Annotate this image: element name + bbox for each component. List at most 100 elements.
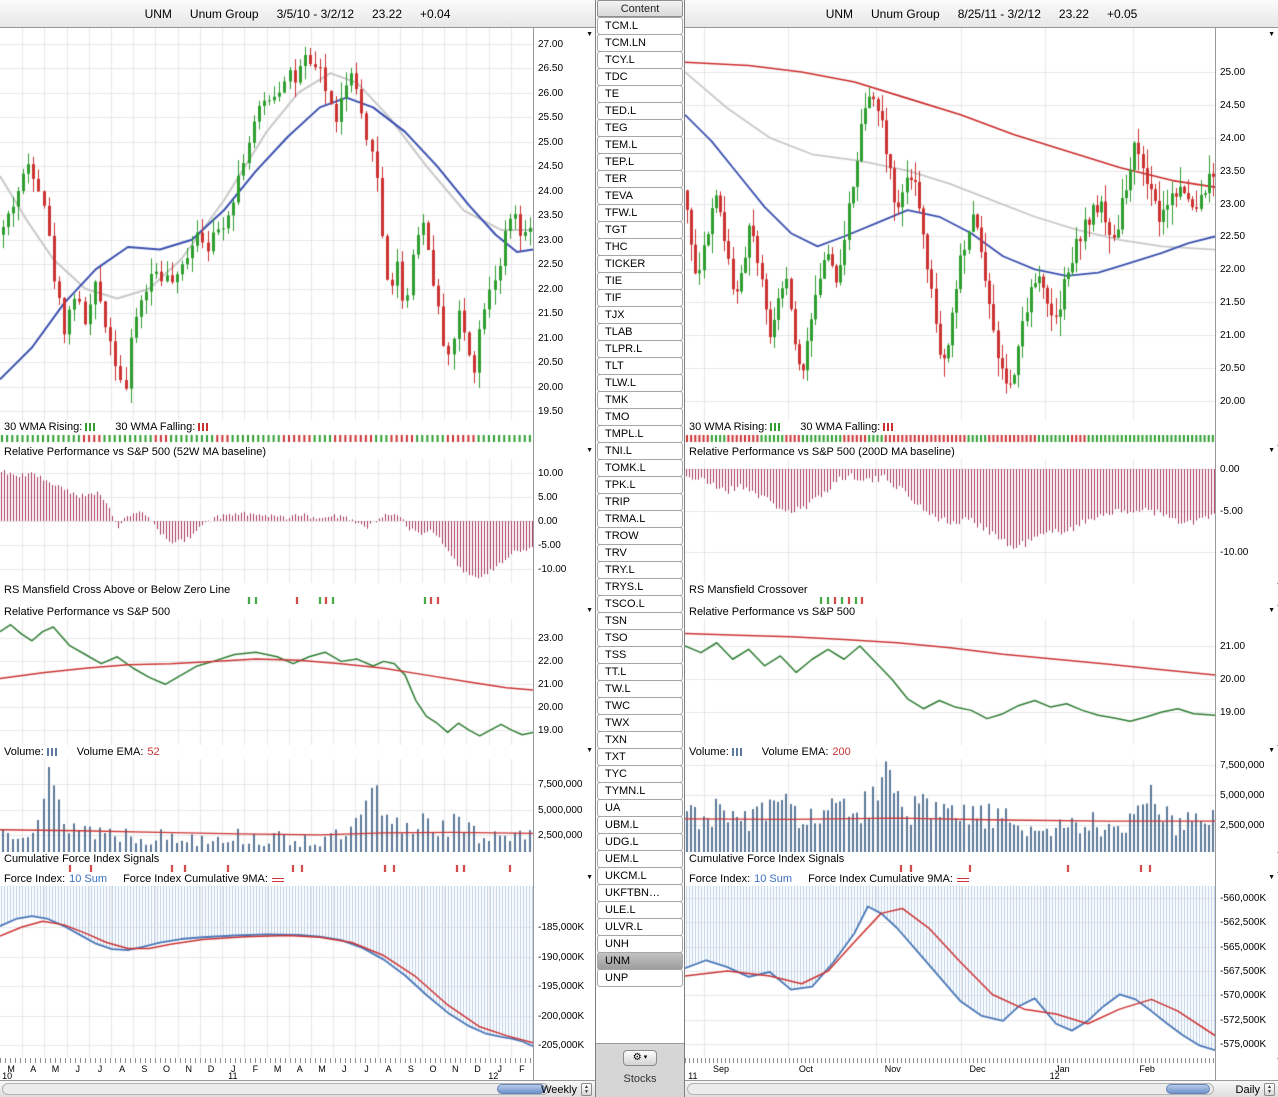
ticker-list-item[interactable]: TMPL.L (597, 425, 683, 443)
ticker-list-item[interactable]: TED.L (597, 102, 683, 120)
ticker-list-item[interactable]: TEG (597, 119, 683, 137)
ticker-list-item[interactable]: UBM.L (597, 816, 683, 834)
right-relperf-line-chart[interactable] (685, 619, 1215, 745)
ticker-list-item[interactable]: TYMN.L (597, 782, 683, 800)
scrollbar-thumb[interactable] (1166, 1084, 1210, 1094)
ticker-list-item[interactable]: TEP.L (597, 153, 683, 171)
right-price-chart[interactable] (685, 28, 1215, 420)
gear-button[interactable]: ⚙ ▾ (623, 1050, 657, 1066)
ticker-list-item[interactable]: TW.L (597, 680, 683, 698)
ticker-list-item[interactable]: TGT (597, 221, 683, 239)
ticker-list-item[interactable]: TCM.L (597, 17, 683, 35)
ticker-list-item[interactable]: TWX (597, 714, 683, 732)
ticker-list-item[interactable]: THC (597, 238, 683, 256)
axis-label: 22.00 (1220, 264, 1246, 276)
ticker-list-item[interactable]: UDG.L (597, 833, 683, 851)
ticker-list-item[interactable]: TWC (597, 697, 683, 715)
ticker-list-item[interactable]: TXT (597, 748, 683, 766)
panel-disclosure-icon[interactable]: ▼ (1268, 874, 1275, 881)
ticker-list-item[interactable]: TIF (597, 289, 683, 307)
ticker-list-item[interactable]: TROW (597, 527, 683, 545)
ticker-list-item[interactable]: UKFTBN… (597, 884, 683, 902)
period-stepper[interactable]: ▲ ▼ (1264, 1083, 1275, 1096)
ticker-list-item[interactable]: TYC (597, 765, 683, 783)
ticker-list-item[interactable]: TRYS.L (597, 578, 683, 596)
ticker-list-item[interactable]: TSO (597, 629, 683, 647)
list-column-header[interactable]: Content (597, 0, 683, 17)
panel-disclosure-icon[interactable]: ▼ (1268, 447, 1275, 454)
ticker-list-item[interactable]: UA (597, 799, 683, 817)
ticker-list-item[interactable]: ULVR.L (597, 918, 683, 936)
ticker-list-item[interactable]: TMO (597, 408, 683, 426)
ticker-list-item[interactable]: TOMK.L (597, 459, 683, 477)
ticker-list-item[interactable]: TDC (597, 68, 683, 86)
ticker-list-item[interactable]: TRMA.L (597, 510, 683, 528)
left-relperf-histogram-chart[interactable] (0, 459, 533, 583)
stepper-up-icon[interactable]: ▲ (584, 1083, 589, 1090)
ticker-list-item[interactable]: TRIP (597, 493, 683, 511)
ticker-list-item[interactable]: TEM.L (597, 136, 683, 154)
ticker-list-item[interactable]: TLW.L (597, 374, 683, 392)
right-volume-chart[interactable] (685, 759, 1215, 852)
month-label: A (296, 1064, 303, 1074)
ticker-list-item[interactable]: UKCM.L (597, 867, 683, 885)
left-price-chart[interactable] (0, 28, 533, 420)
left-volume-chart[interactable] (0, 759, 533, 852)
ticker-list-item[interactable]: UNP (597, 969, 683, 987)
panel-disclosure-icon[interactable]: ▼ (1268, 607, 1275, 614)
ticker-list-item[interactable]: TMK (597, 391, 683, 409)
panel-disclosure-icon[interactable]: ▼ (1268, 31, 1275, 38)
ticker-list-item[interactable]: TLAB (597, 323, 683, 341)
force-index-sum-value: 10 Sum (69, 873, 108, 885)
horizontal-scrollbar[interactable] (2, 1083, 549, 1095)
ticker-list-item[interactable]: TIE (597, 272, 683, 290)
panel-disclosure-icon[interactable]: ▼ (586, 874, 593, 881)
ticker-list-item[interactable]: TPK.L (597, 476, 683, 494)
ticker-list-item[interactable]: TFW.L (597, 204, 683, 222)
ticker-list-item[interactable]: TCM.LN (597, 34, 683, 52)
ticker-list-item[interactable]: TLPR.L (597, 340, 683, 358)
ticker-list-item[interactable]: TEVA (597, 187, 683, 205)
axis-label: 10.00 (538, 467, 564, 479)
ticker-list-item[interactable]: TE (597, 85, 683, 103)
left-relperf-line-chart[interactable] (0, 619, 533, 745)
ticker-list-item[interactable]: TRY.L (597, 561, 683, 579)
ticker-list-item[interactable]: TXN (597, 731, 683, 749)
ticker-list-item[interactable]: ULE.L (597, 901, 683, 919)
panel-disclosure-icon[interactable]: ▼ (586, 447, 593, 454)
ticker-list-item[interactable]: TSN (597, 612, 683, 630)
ticker-list-item[interactable]: UNM (597, 952, 683, 970)
axis-label: 20.00 (538, 381, 564, 393)
ticker-list-item[interactable]: UEM.L (597, 850, 683, 868)
panel-disclosure-icon[interactable]: ▼ (1268, 747, 1275, 754)
ticker-list-item[interactable]: UNH (597, 935, 683, 953)
period-stepper[interactable]: ▲ ▼ (581, 1083, 592, 1096)
panel-disclosure-icon[interactable]: ▼ (586, 31, 593, 38)
ticker-list-item[interactable]: TJX (597, 306, 683, 324)
right-force-index-chart[interactable] (685, 886, 1215, 1058)
stepper-down-icon[interactable]: ▼ (1267, 1088, 1272, 1095)
axis-label: -190,000K (538, 951, 585, 963)
red-ticks-legend-icon (883, 422, 895, 431)
scrollbar-thumb[interactable] (497, 1084, 545, 1094)
ticker-list-item[interactable]: TLT (597, 357, 683, 375)
ticker-list-item[interactable]: TICKER (597, 255, 683, 273)
axis-label: -195,000K (538, 981, 585, 993)
left-force-index-chart[interactable] (0, 886, 533, 1058)
ticker-list-item[interactable]: TNI.L (597, 442, 683, 460)
ticker-list-item[interactable]: TSS (597, 646, 683, 664)
wma-falling-label: 30 WMA Falling: (800, 420, 881, 433)
ticker-list-item[interactable]: TRV (597, 544, 683, 562)
mansfield-label: RS Mansfield Cross Above or Below Zero L… (4, 583, 231, 596)
ticker-list-item[interactable]: TT.L (597, 663, 683, 681)
ticker-list-item[interactable]: TER (597, 170, 683, 188)
month-label: J (497, 1064, 502, 1074)
horizontal-scrollbar[interactable] (687, 1083, 1214, 1095)
ticker-list-item[interactable]: TCY.L (597, 51, 683, 69)
stepper-down-icon[interactable]: ▼ (584, 1088, 589, 1095)
panel-disclosure-icon[interactable]: ▼ (586, 607, 593, 614)
right-relperf-histogram-chart[interactable] (685, 459, 1215, 583)
ticker-list-item[interactable]: TSCO.L (597, 595, 683, 613)
stepper-up-icon[interactable]: ▲ (1267, 1083, 1272, 1090)
panel-disclosure-icon[interactable]: ▼ (586, 747, 593, 754)
